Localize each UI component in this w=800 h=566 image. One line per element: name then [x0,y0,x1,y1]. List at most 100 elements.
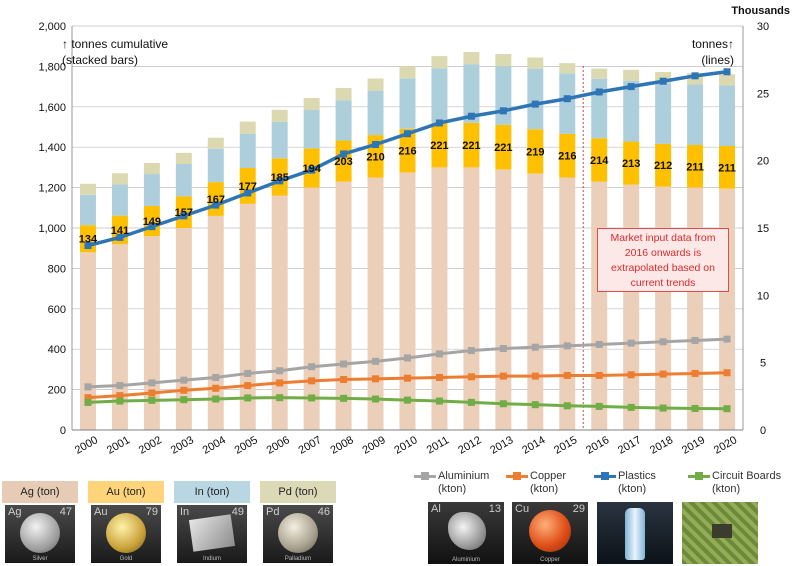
bar-segment-in [175,163,192,197]
bar-segment-ag [719,188,736,430]
left-axis-title-line1: ↑ tonnes cumulative [62,37,168,51]
series-marker-circuit-boards [404,396,411,404]
x-tick-label: 2015 [552,434,579,457]
bar-segment-pd [623,69,640,81]
series-marker-copper [499,372,507,380]
series-marker-copper [467,373,475,381]
series-marker-circuit-boards [308,394,316,402]
series-marker-aluminium [116,382,124,390]
bar-segment-pd [143,162,160,175]
series-marker-plastics [116,233,124,241]
left-tick-label: 1,000 [38,223,66,235]
legend-unit: (kton) [438,483,467,495]
series-marker-aluminium [244,369,252,377]
series-marker-copper [244,382,252,390]
bar-segment-ag [463,167,480,430]
left-tick-label: 600 [48,304,66,316]
element-tile-in: In (ton) In 49 Indium [174,481,250,564]
bar-segment-au [687,144,704,188]
series-marker-plastics [467,112,475,120]
bar-segment-in [239,133,256,169]
element-tile-ag: Ag (ton) Ag 47 Silver [2,481,78,564]
bar-segment-in [431,68,448,123]
au-value-label: 141 [111,225,129,237]
element-symbol: Ag [8,506,22,518]
bar-segment-in [399,78,416,129]
series-marker-circuit-boards [467,398,475,406]
series-marker-copper [435,373,443,381]
aluminium-nugget-image [448,512,486,550]
bar-segment-au [431,122,448,168]
series-marker-circuit-boards [372,395,380,403]
x-tick-label: 2007 [297,434,324,457]
tile-photo: Ag 47 Silver [5,505,75,563]
series-marker-circuit-boards [595,402,603,410]
series-marker-circuit-boards [276,394,284,402]
bar-segment-in [559,73,576,134]
right-tick-label: 25 [757,88,769,100]
bar-segment-pd [527,57,544,69]
series-marker-aluminium [276,367,284,375]
bar-segment-pd [399,66,416,79]
series-marker-aluminium [180,376,188,384]
series-marker-aluminium [435,350,443,358]
x-tick-label: 2012 [456,434,483,457]
bar-segment-ag [687,187,704,430]
tile-photo: In 49 Indium [177,505,247,563]
bar-segment-pd [111,173,128,185]
extrapolation-note: Market input data from 2016 onwards is ext… [597,228,729,292]
bar-segment-in [463,64,480,123]
line-series [84,68,731,413]
note-line: current trends [630,277,696,289]
series-marker-plastics [180,212,188,220]
bar-segment-pd [303,97,320,111]
note-line: Market input data from [610,232,716,244]
bar-segment-ag [591,181,608,430]
series-marker-copper [308,377,316,385]
bar-segment-pd [335,88,352,101]
bar-segment-in [335,100,352,141]
legend-swatch [414,472,436,480]
bar-segment-pd [495,54,512,67]
au-value-label: 177 [239,181,257,193]
bar-segment-ag [623,184,640,430]
series-marker-copper [563,371,571,379]
series-marker-copper [340,376,348,383]
copper-sphere-image [529,510,571,552]
atomic-number: 79 [145,506,158,518]
bar-segment-pd [207,137,224,149]
series-marker-copper [659,370,667,378]
series-marker-circuit-boards [340,394,348,402]
series-marker-aluminium [84,383,92,391]
x-tick-label: 2008 [328,434,355,457]
element-name: Indium [202,556,221,562]
series-marker-circuit-boards [244,394,252,402]
series-marker-aluminium [723,335,731,343]
series-marker-copper [531,372,539,380]
series-marker-plastics [84,242,92,250]
series-marker-aluminium [467,347,475,355]
left-tick-label: 1,800 [38,61,66,73]
au-value-label: 210 [366,151,384,163]
series-marker-aluminium [404,354,411,362]
series-marker-plastics [627,83,635,91]
bar-segment-in [303,110,320,149]
series-marker-circuit-boards [563,402,571,410]
bar-segment-in [687,84,704,145]
au-value-label: 219 [526,146,544,158]
series-marker-copper [84,394,92,402]
series-marker-aluminium [659,338,667,346]
bar-segment-pd [431,56,448,69]
left-axis-title-line2: (stacked bars) [62,53,138,67]
legend-label: Circuit Boards [712,470,782,482]
series-marker-plastics [499,107,507,115]
x-tick-label: 2010 [392,434,419,457]
legend-swatch [506,472,528,480]
bar-segment-pd [367,78,384,91]
au-value-label: 194 [302,163,321,175]
left-tick-label: 1,600 [38,102,66,114]
series-marker-copper [276,379,284,387]
bar-segment-ag [655,186,672,430]
bar-segment-au [463,122,480,168]
